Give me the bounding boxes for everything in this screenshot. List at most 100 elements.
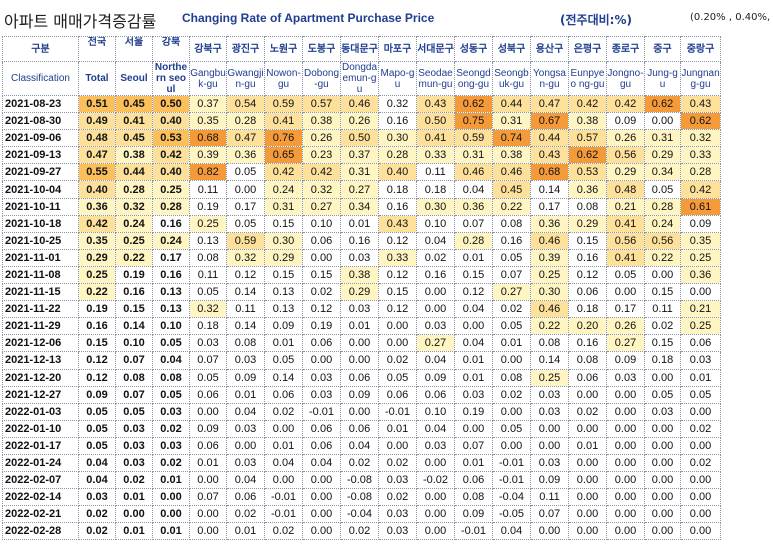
rate-cell: 0.15 bbox=[378, 283, 417, 302]
rate-cell: 0.40 bbox=[378, 163, 417, 182]
rate-cell: 0.13 bbox=[264, 300, 303, 319]
rate-cell: 0.43 bbox=[416, 94, 455, 114]
rate-cell: 0.00 bbox=[189, 505, 227, 524]
rate-cell: 0.41 bbox=[606, 248, 645, 267]
rate-cell: 0.11 bbox=[226, 300, 265, 319]
rate-cell: 0.47 bbox=[226, 129, 265, 148]
table-row: 2022-01-24 0.04 0.03 0.02 0.01 0.03 0.04 0.04 0.… bbox=[2, 453, 721, 473]
rate-cell: 0.01 bbox=[152, 471, 190, 490]
rate-cell: 0.02 bbox=[680, 453, 721, 473]
rate-cell: 0.62 bbox=[680, 112, 721, 131]
rate-cell: 0.36 bbox=[680, 265, 721, 285]
rate-cell: 0.00 bbox=[189, 402, 227, 421]
rate-cell: 0.17 bbox=[606, 300, 645, 319]
row-date: 2022-02-28 bbox=[2, 522, 79, 541]
rate-cell: 0.38 bbox=[492, 146, 531, 165]
rate-cell: 0.22 bbox=[644, 248, 681, 267]
rate-cell: 0.00 bbox=[226, 436, 265, 455]
rate-cell: 0.01 bbox=[454, 368, 493, 387]
row-date: 2021-10-25 bbox=[2, 231, 79, 250]
rate-cell: 0.18 bbox=[189, 317, 227, 336]
rate-cell: 0.11 bbox=[189, 180, 227, 199]
rate-cell: 0.19 bbox=[302, 317, 341, 336]
rate-cell: 0.04 bbox=[416, 231, 455, 250]
rate-cell: 0.15 bbox=[78, 334, 116, 353]
rate-cell: 0.00 bbox=[680, 505, 721, 524]
rate-cell: 0.04 bbox=[152, 351, 190, 370]
rate-cell: 0.05 bbox=[152, 385, 190, 404]
rate-cell: 0.01 bbox=[378, 419, 417, 438]
table-row: 2021-09-13 0.47 0.38 0.42 0.39 0.36 0.65 0.23 0.… bbox=[2, 146, 721, 165]
rate-cell: 0.01 bbox=[340, 317, 379, 336]
row-date: 2021-08-23 bbox=[2, 94, 79, 114]
rate-cell: 0.18 bbox=[378, 180, 417, 199]
rate-cell: 0.03 bbox=[530, 453, 569, 473]
column-header-kr: 강북구 bbox=[189, 36, 227, 62]
rate-cell: 0.02 bbox=[78, 522, 116, 541]
rate-cell: 0.00 bbox=[606, 385, 645, 404]
rate-cell: 0.47 bbox=[78, 146, 116, 165]
rate-cell: 0.07 bbox=[189, 351, 227, 370]
row-date: 2021-09-06 bbox=[2, 129, 79, 148]
rate-cell: 0.03 bbox=[78, 488, 116, 507]
rate-cell: 0.20 bbox=[568, 317, 607, 336]
rate-cell: 0.00 bbox=[530, 419, 569, 438]
rate-cell: -0.01 bbox=[378, 402, 417, 421]
rate-cell: 0.04 bbox=[226, 402, 265, 421]
rate-cell: 0.27 bbox=[302, 197, 341, 216]
rate-cell: 0.42 bbox=[606, 94, 645, 114]
rate-cell: 0.05 bbox=[680, 385, 721, 404]
rate-cell: 0.12 bbox=[378, 231, 417, 250]
rate-cell: 0.09 bbox=[226, 368, 265, 387]
rate-cell: 0.42 bbox=[152, 146, 190, 165]
rate-cell: 0.00 bbox=[416, 300, 455, 319]
rate-cell: 0.45 bbox=[115, 129, 153, 148]
rate-cell: 0.06 bbox=[189, 436, 227, 455]
rate-cell: 0.45 bbox=[115, 94, 153, 114]
table-row: 2021-11-22 0.19 0.15 0.13 0.32 0.11 0.13 0.12 0.… bbox=[2, 300, 721, 319]
rate-cell: 0.03 bbox=[530, 385, 569, 404]
rate-cell: 0.00 bbox=[378, 317, 417, 336]
rate-cell: 0.40 bbox=[78, 180, 116, 199]
rate-cell: 0.46 bbox=[530, 300, 569, 319]
rate-cell: 0.32 bbox=[680, 129, 721, 148]
rate-cell: 0.40 bbox=[152, 163, 190, 182]
rate-cell: 0.62 bbox=[568, 146, 607, 165]
rate-cell: -0.05 bbox=[492, 505, 531, 524]
rate-cell: 0.02 bbox=[340, 453, 379, 473]
rate-cell: 0.05 bbox=[226, 214, 265, 233]
column-header-kr: 노원구 bbox=[264, 36, 303, 62]
table-row: 2021-10-25 0.35 0.25 0.24 0.13 0.59 0.30 0.06 0.… bbox=[2, 231, 721, 250]
rate-cell: 0.10 bbox=[416, 214, 455, 233]
rate-cell: 0.02 bbox=[226, 505, 265, 524]
rate-cell: 0.16 bbox=[152, 265, 190, 285]
rate-cell: 0.00 bbox=[644, 368, 681, 387]
rate-cell: 0.06 bbox=[189, 385, 227, 404]
table-row: 2021-10-11 0.36 0.32 0.28 0.19 0.17 0.31 0.27 0.… bbox=[2, 197, 721, 216]
price-table: 구분 전국 서울 강북 강북구 광진구 노원구 도봉구 동대문구 마포구 서대문구 성동구 성북구 용산… bbox=[2, 36, 721, 541]
rate-cell: 0.01 bbox=[492, 334, 531, 353]
table-row: 2021-12-20 0.12 0.08 0.08 0.05 0.09 0.14 0.03 0.… bbox=[2, 368, 721, 387]
rate-cell: 0.15 bbox=[454, 265, 493, 285]
column-header-kr: 강북 bbox=[152, 36, 190, 62]
rate-cell: 0.03 bbox=[416, 436, 455, 455]
rate-cell: 0.09 bbox=[680, 214, 721, 233]
column-header-en: Seongb uk-gu bbox=[492, 61, 531, 96]
rate-cell: 0.00 bbox=[492, 351, 531, 370]
column-header-en: Dongda emun-gu bbox=[340, 61, 379, 96]
rate-cell: 0.18 bbox=[644, 351, 681, 370]
rate-cell: 0.00 bbox=[680, 471, 721, 490]
rate-cell: 0.10 bbox=[302, 214, 341, 233]
rate-cell: 0.05 bbox=[152, 334, 190, 353]
rate-cell: 0.00 bbox=[568, 522, 607, 541]
rate-cell: -0.01 bbox=[264, 488, 303, 507]
rate-cell: 0.12 bbox=[378, 300, 417, 319]
rate-cell: 0.07 bbox=[115, 351, 153, 370]
rate-cell: 0.00 bbox=[606, 402, 645, 421]
rate-cell: 0.31 bbox=[264, 197, 303, 216]
table-row: 2022-02-28 0.02 0.01 0.01 0.00 0.01 0.02 0.00 0.… bbox=[2, 522, 721, 541]
header-row-korean: 구분 전국 서울 강북 강북구 광진구 노원구 도봉구 동대문구 마포구 서대문구 성동구 성북구 용산… bbox=[2, 36, 721, 62]
rate-cell: 0.59 bbox=[454, 129, 493, 148]
rate-cell: 0.43 bbox=[378, 214, 417, 233]
rate-cell: 0.22 bbox=[78, 283, 116, 302]
